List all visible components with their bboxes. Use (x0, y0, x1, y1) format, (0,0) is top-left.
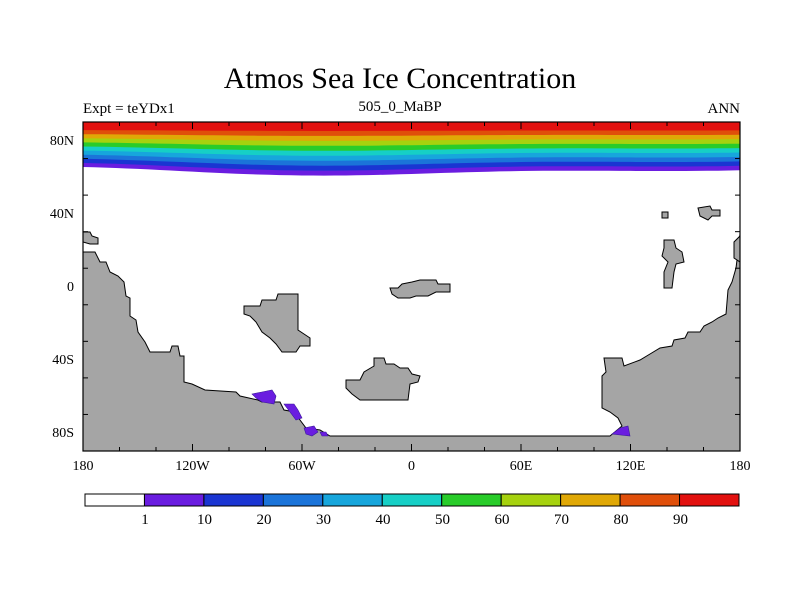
land-island-120e (661, 239, 685, 289)
arctic-sea-ice-band (83, 122, 740, 176)
lon-tick-label: 120E (616, 459, 646, 474)
colorbar-swatch (441, 493, 502, 507)
season-label: ANN (707, 101, 741, 117)
colorbar-swatch (322, 493, 383, 507)
colorbar-label: 50 (435, 512, 450, 528)
axis-ticks (82, 121, 741, 452)
colorbar-swatch (143, 493, 205, 507)
lon-tick-label: 120W (175, 459, 210, 474)
lon-tick-label: 180 (73, 459, 94, 474)
land-island-ne-2 (697, 205, 721, 221)
lat-tick-label: 80N (50, 134, 74, 149)
colorbar-label: 90 (673, 512, 688, 528)
colorbar-swatch (262, 493, 324, 507)
ice-patch-south-5 (611, 425, 631, 437)
colorbar-labels: 1 10 20 30 40 50 60 70 80 90 (141, 512, 688, 528)
colorbar-label: 70 (554, 512, 569, 528)
colorbar-label: 30 (316, 512, 331, 528)
lon-tick-label: 60E (510, 459, 533, 474)
colorbar-swatch (560, 493, 621, 507)
land-island-20s (345, 357, 421, 401)
land-masses (83, 205, 740, 451)
lon-tick-label: 60W (288, 459, 316, 474)
ice-patch-south-4 (319, 431, 329, 437)
lat-tick-labels: 80N 40N 0 40S 80S (50, 134, 74, 441)
colorbar-swatch (203, 493, 264, 507)
southern-sea-ice (251, 389, 631, 437)
land-island-60w (243, 293, 311, 353)
land-west-edge-island (83, 231, 99, 245)
lon-tick-label: 180 (730, 459, 751, 474)
ice-patch-south-2 (283, 403, 303, 421)
lat-tick-label: 40N (50, 207, 74, 222)
colorbar (84, 493, 740, 507)
time-slice-label: 505_0_MaBP (358, 99, 442, 115)
map-title: Atmos Sea Ice Concentration (223, 62, 577, 95)
experiment-label: Expt = teYDx1 (83, 101, 175, 117)
lat-tick-label: 0 (67, 280, 74, 295)
colorbar-label: 40 (376, 512, 391, 528)
colorbar-label: 1 (141, 512, 149, 528)
colorbar-label: 80 (614, 512, 629, 528)
land-island-ne-1 (661, 211, 669, 219)
lon-tick-labels: 180 120W 60W 0 60E 120E 180 (73, 459, 751, 474)
ice-patch-south-1 (251, 389, 277, 405)
lat-tick-label: 80S (52, 426, 74, 441)
land-east-edge (733, 235, 740, 263)
colorbar-label: 10 (197, 512, 212, 528)
lat-tick-label: 40S (52, 353, 74, 368)
ice-patch-south-3 (303, 425, 319, 437)
colorbar-label: 20 (257, 512, 272, 528)
colorbar-swatch (619, 493, 681, 507)
colorbar-swatch (679, 493, 740, 507)
colorbar-swatch (500, 493, 562, 507)
land-island-equator (389, 279, 451, 299)
colorbar-swatch (381, 493, 443, 507)
colorbar-label: 60 (495, 512, 510, 528)
colorbar-swatch (84, 493, 145, 507)
lon-tick-label: 0 (408, 459, 415, 474)
land-southern-continent (83, 233, 740, 451)
